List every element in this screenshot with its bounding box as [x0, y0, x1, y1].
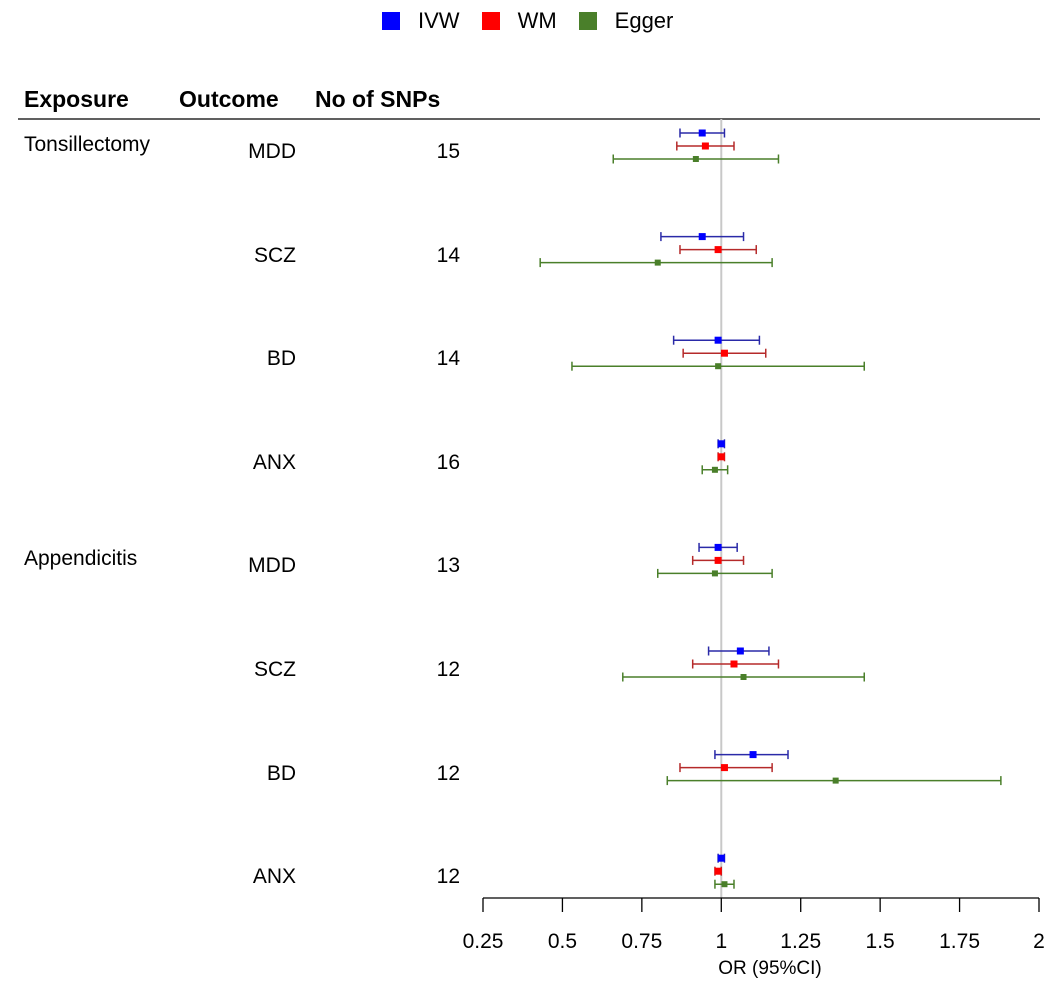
column-header-outcome: Outcome — [179, 86, 279, 112]
snp-count: 12 — [436, 865, 460, 889]
point-estimate-wm — [730, 660, 738, 668]
outcome-label: SCZ — [254, 658, 296, 681]
legend-swatch-egger — [578, 12, 597, 30]
exposure-label: Appendicitis — [24, 547, 138, 571]
column-header-exposure: Exposure — [24, 86, 129, 112]
x-tick-label: 1.25 — [780, 930, 822, 953]
outcome-label: ANX — [252, 450, 296, 474]
snp-count: 12 — [436, 658, 460, 681]
snp-count: 14 — [436, 347, 460, 371]
point-estimate-ivw — [736, 647, 744, 655]
x-tick-label: 2 — [1033, 930, 1045, 953]
point-estimate-ivw — [714, 336, 722, 344]
point-estimate-egger — [832, 777, 839, 784]
legend-item-ivw: IVW — [382, 8, 460, 34]
column-header-snps: No of SNPs — [315, 86, 441, 112]
x-tick-label: 0.75 — [621, 930, 663, 953]
snp-count: 13 — [436, 554, 460, 578]
point-estimate-egger — [711, 570, 718, 577]
legend-label-ivw: IVW — [418, 8, 460, 33]
snp-count: 12 — [436, 761, 460, 785]
legend-label-wm: WM — [517, 8, 557, 33]
outcome-label: SCZ — [254, 243, 296, 267]
point-estimate-egger — [721, 881, 728, 888]
legend-swatch-wm — [481, 12, 500, 30]
chart-legend: IVW WM Egger — [382, 8, 695, 34]
x-tick-label: 1 — [715, 930, 728, 953]
outcome-label: MDD — [248, 554, 296, 578]
snp-count: 15 — [436, 140, 460, 163]
outcome-label: BD — [266, 761, 296, 785]
point-estimate-egger — [711, 466, 718, 473]
point-estimate-wm — [714, 246, 722, 254]
exposure-label: Tonsillectomy — [24, 133, 151, 156]
legend-swatch-ivw — [382, 12, 400, 30]
outcome-label: BD — [266, 347, 296, 371]
legend-item-wm: WM — [481, 8, 557, 34]
point-estimate-ivw — [698, 129, 706, 137]
point-estimate-wm — [717, 453, 725, 461]
point-estimate-egger — [692, 156, 699, 162]
point-estimate-egger — [654, 259, 661, 266]
legend-item-egger: Egger — [578, 8, 674, 34]
x-tick-label: 0.25 — [462, 930, 504, 953]
legend-label-egger: Egger — [614, 8, 674, 33]
x-tick-label: 1.75 — [939, 930, 980, 953]
outcome-label: MDD — [248, 140, 296, 163]
x-tick-label: 0.5 — [547, 930, 578, 953]
point-estimate-wm — [701, 142, 709, 150]
point-estimate-ivw — [717, 854, 725, 862]
snp-count: 16 — [436, 450, 460, 474]
point-estimate-wm — [714, 867, 722, 875]
point-estimate-ivw — [698, 233, 706, 241]
point-estimate-ivw — [714, 543, 722, 551]
point-estimate-egger — [715, 363, 722, 370]
point-estimate-wm — [720, 349, 728, 357]
x-axis-label: OR (95%CI) — [718, 958, 822, 979]
outcome-label: ANX — [252, 865, 296, 889]
snp-count: 14 — [436, 243, 460, 267]
x-tick-label: 1.5 — [865, 930, 895, 953]
point-estimate-egger — [740, 674, 747, 680]
point-estimate-ivw — [749, 751, 757, 759]
point-estimate-wm — [720, 764, 728, 772]
point-estimate-ivw — [717, 440, 725, 448]
point-estimate-wm — [714, 556, 722, 564]
